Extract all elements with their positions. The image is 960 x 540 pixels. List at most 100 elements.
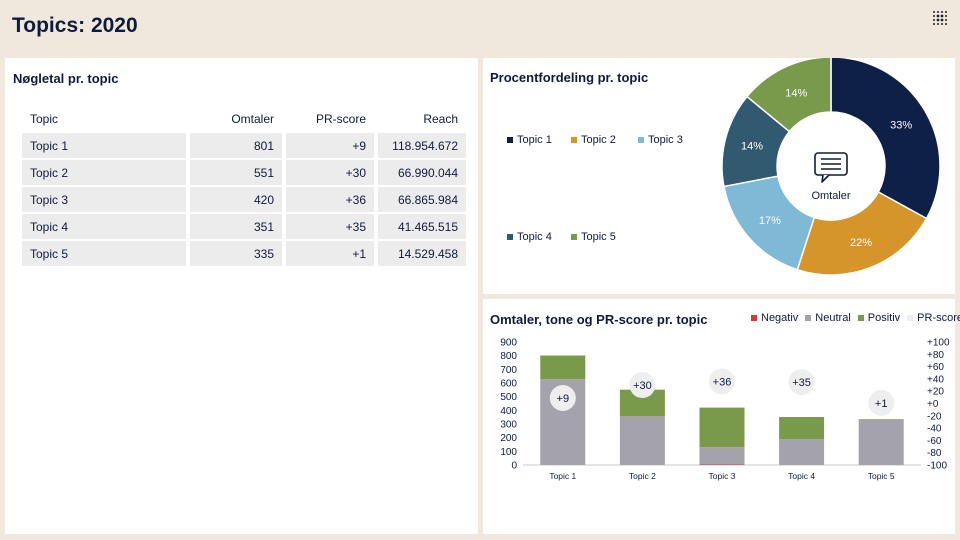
x-axis-tick-label: Topic 1 bbox=[549, 471, 576, 481]
legend-item-topic-2: Topic 2 bbox=[571, 134, 616, 146]
donut-chart: 33% 22% 17% 14% 14% Omtaler bbox=[721, 58, 941, 276]
bar-segment-positiv bbox=[779, 417, 825, 440]
y2-axis-tick-label: -40 bbox=[927, 424, 942, 435]
table-cell-reach: 66.990.044 bbox=[378, 160, 466, 187]
pr-score-marker bbox=[629, 372, 656, 399]
y-axis-tick-label: 0 bbox=[511, 461, 517, 472]
bar-segment-neutral bbox=[858, 419, 904, 465]
table-cell-omtaler: 335 bbox=[190, 241, 282, 268]
pr-score-marker bbox=[709, 368, 735, 395]
donut-slice-label: 14% bbox=[741, 141, 763, 153]
table-cell-pr-score: +9 bbox=[286, 133, 374, 160]
y2-axis-tick-label: +80 bbox=[927, 350, 944, 361]
pr-score-marker bbox=[788, 368, 815, 395]
x-axis-tick-label: Topic 5 bbox=[868, 471, 895, 481]
bar-chart-legend: Negativ Neutral Positiv PR-score bbox=[751, 312, 960, 324]
table-cell-omtaler: 551 bbox=[190, 160, 282, 187]
table-cell-reach: 118.954.672 bbox=[378, 133, 466, 160]
table-cell-pr-score: +36 bbox=[286, 187, 374, 214]
table-cell-reach: 14.529.458 bbox=[378, 241, 466, 268]
legend-swatch-neutral bbox=[805, 315, 812, 321]
donut-center-label: Omtaler bbox=[811, 190, 850, 202]
legend-item-topic-1: Topic 1 bbox=[507, 134, 552, 146]
donut-slice-topic-5 bbox=[745, 58, 832, 133]
y2-axis-tick-label: -60 bbox=[927, 436, 942, 447]
column-header-pr-score: PR-score bbox=[315, 112, 366, 126]
legend-item-topic-5: Topic 5 bbox=[571, 231, 616, 243]
table-header-row: Topic Omtaler PR-score Reach bbox=[22, 105, 466, 133]
y-axis-tick-label: 100 bbox=[500, 447, 517, 458]
pr-score-label: +1 bbox=[875, 398, 888, 410]
pr-score-marker bbox=[868, 389, 895, 416]
legend-item-topic-4: Topic 4 bbox=[507, 231, 552, 243]
column-header-topic: Topic bbox=[30, 112, 59, 126]
table-cell-omtaler: 801 bbox=[190, 133, 282, 160]
speech-bubble-icon bbox=[814, 152, 848, 183]
x-axis-tick-label: Topic 2 bbox=[629, 471, 656, 481]
table-cell-topic: Topic 3 bbox=[22, 187, 186, 214]
y-axis-tick-label: 900 bbox=[500, 338, 517, 349]
bar-segment-neutral bbox=[699, 447, 745, 465]
y-axis-tick-label: 700 bbox=[500, 365, 517, 376]
table-row: Topic 2 551 +30 66.990.044 bbox=[22, 160, 466, 187]
bar-chart: 900 800 700 600 500 400 300 200 100 0 +100+80+60+4… bbox=[500, 338, 950, 482]
x-axis-tick-label: Topic 4 bbox=[788, 471, 815, 481]
column-header-omtaler: Omtaler bbox=[231, 112, 274, 126]
y2-axis-tick-label: -20 bbox=[927, 411, 942, 422]
bar-segment-positiv bbox=[699, 407, 745, 448]
y-axis-tick-label: 400 bbox=[500, 406, 517, 417]
legend-swatch-negativ bbox=[751, 315, 757, 321]
table-row: Topic 4 351 +35 41.465.515 bbox=[22, 214, 466, 241]
y2-axis-tick-label: +0 bbox=[927, 399, 939, 410]
donut-panel: Procentfordeling pr. topic Topic 1 Topic… bbox=[483, 58, 955, 294]
table-cell-topic: Topic 2 bbox=[22, 160, 186, 187]
bar-segment-positiv bbox=[540, 355, 586, 380]
table-row: Topic 5 335 +1 14.529.458 bbox=[22, 241, 466, 268]
pr-score-label: +36 bbox=[713, 376, 732, 388]
donut-chart-title: Procentfordeling pr. topic bbox=[490, 70, 649, 85]
legend-item-neutral: Neutral bbox=[805, 312, 851, 324]
legend-item-topic-3: Topic 3 bbox=[638, 134, 683, 146]
donut-slice-label: 33% bbox=[890, 120, 912, 132]
legend-swatch-topic-2 bbox=[571, 137, 577, 143]
legend-item-positiv: Positiv bbox=[857, 312, 900, 324]
y-axis-tick-label: 600 bbox=[500, 379, 517, 390]
y2-axis-tick-label: +100 bbox=[927, 338, 950, 349]
bar-chart-title: Omtaler, tone og PR-score pr. topic bbox=[490, 312, 708, 327]
page-title: Topics: 2020 bbox=[12, 14, 138, 37]
y-axis-tick-label: 300 bbox=[500, 420, 517, 431]
y-axis-tick-label: 200 bbox=[500, 433, 517, 444]
kpi-table: Topic Omtaler PR-score Reach Topic 1 801… bbox=[18, 105, 470, 268]
y2-axis-tick-label: +20 bbox=[927, 387, 944, 398]
legend-swatch-topic-3 bbox=[638, 137, 644, 143]
y-axis-tick-label: 800 bbox=[500, 351, 517, 362]
legend-item-pr-score: PR-score bbox=[907, 312, 960, 324]
legend-swatch-topic-1 bbox=[507, 137, 513, 143]
kpi-panel-title: Nøgletal pr. topic bbox=[13, 71, 119, 86]
bar-segment-neutral bbox=[779, 439, 825, 465]
pr-score-marker bbox=[549, 384, 576, 411]
legend-item-negativ: Negativ bbox=[751, 312, 798, 324]
legend-swatch-topic-4 bbox=[507, 234, 513, 240]
table-cell-topic: Topic 4 bbox=[22, 214, 186, 241]
y2-axis-tick-label: +60 bbox=[927, 362, 944, 373]
brand-logo-icon bbox=[933, 11, 947, 25]
pr-score-label: +9 bbox=[557, 393, 570, 405]
y2-axis-tick-label: -80 bbox=[927, 448, 942, 459]
table-cell-reach: 66.865.984 bbox=[378, 187, 466, 214]
table-cell-pr-score: +35 bbox=[286, 214, 374, 241]
donut-slice-label: 22% bbox=[850, 237, 872, 249]
table-cell-omtaler: 351 bbox=[190, 214, 282, 241]
donut-slice-label: 14% bbox=[785, 87, 807, 99]
column-header-reach: Reach bbox=[423, 112, 458, 126]
table-cell-pr-score: +30 bbox=[286, 160, 374, 187]
pr-score-label: +35 bbox=[792, 377, 811, 389]
table-row: Topic 3 420 +36 66.865.984 bbox=[22, 187, 466, 214]
table-cell-topic: Topic 5 bbox=[22, 241, 186, 268]
bar-segment-negativ bbox=[699, 464, 745, 465]
table-cell-omtaler: 420 bbox=[190, 187, 282, 214]
donut-slice-topic-1 bbox=[830, 58, 941, 220]
table-cell-topic: Topic 1 bbox=[22, 133, 186, 160]
y2-axis-tick-label: -100 bbox=[927, 461, 947, 472]
legend-swatch-topic-5 bbox=[571, 234, 577, 240]
